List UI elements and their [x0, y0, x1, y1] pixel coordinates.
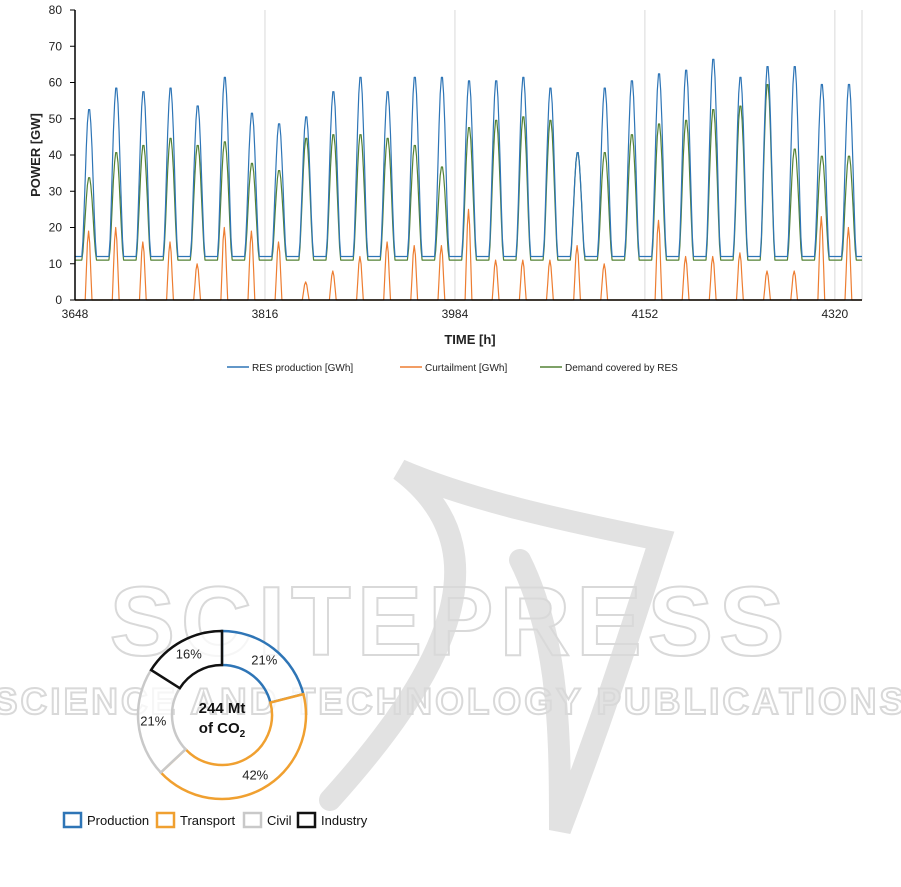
x-tick-labels: 3648 3816 3984 4152 4320: [62, 307, 849, 321]
donut-chart: 21% 42% 21% 16% 244 Mt of CO2 Production Tra…: [62, 629, 368, 829]
donut-value-label: 16%: [176, 647, 202, 662]
series-line-0: [75, 58, 862, 258]
donut-center-label-main: of CO: [199, 720, 240, 737]
x-axis-label: TIME [h]: [444, 332, 495, 347]
y-tick-labels: 0 10 20 30 40 50 60 70 80: [49, 3, 75, 307]
y-axis-label: POWER [GW]: [28, 113, 43, 197]
y-tick-label: 30: [49, 184, 63, 198]
y-tick-label: 20: [49, 221, 63, 235]
legend-swatch: [155, 811, 176, 829]
donut-center-label-bottom: of CO2: [199, 720, 246, 740]
legend-label: Industry: [321, 813, 368, 828]
donut-slice-transport: [158, 692, 308, 801]
line-chart: 0 10 20 30 40 50 60 70 80 3648 3816 3984 4152 4320 T…: [28, 3, 863, 374]
watermark-sub: SCIENCE AND TECHNOLOGY PUBLICATIONS: [0, 681, 901, 722]
donut-legend: Production Transport Civil Industry: [62, 811, 368, 829]
donut-value-label: 42%: [242, 767, 268, 782]
y-tick-label: 40: [49, 148, 63, 162]
x-tick-label: 3984: [442, 307, 469, 321]
legend-swatch: [242, 811, 263, 829]
legend-label: Curtailment [GWh]: [425, 363, 507, 374]
watermark-swoosh: [319, 459, 675, 834]
donut-value-label: 21%: [140, 713, 166, 728]
series-line-2: [75, 83, 862, 261]
donut-center-label-subscript: 2: [240, 729, 246, 740]
y-tick-label: 50: [49, 112, 63, 126]
legend-swatch: [296, 811, 317, 829]
y-tick-label: 60: [49, 76, 63, 90]
x-tick-label: 4152: [632, 307, 659, 321]
donut-slice-industry: [149, 629, 224, 690]
legend-label: Production: [87, 813, 149, 828]
y-tick-label: 70: [49, 39, 63, 53]
legend-label: Demand covered by RES: [565, 363, 678, 374]
y-tick-label: 80: [49, 3, 63, 17]
legend-label: Civil: [267, 813, 292, 828]
legend-swatch: [62, 811, 83, 829]
line-legend: RES production [GWh] Curtailment [GWh] Dem…: [227, 363, 678, 374]
y-tick-label: 10: [49, 257, 63, 271]
legend-label: Transport: [180, 813, 236, 828]
donut-value-label: 21%: [251, 652, 277, 667]
donut-slices: [136, 629, 308, 801]
x-tick-label: 3648: [62, 307, 89, 321]
legend-label: RES production [GWh]: [252, 363, 353, 374]
x-tick-label: 4320: [822, 307, 849, 321]
watermark: SCITEPRESS SCIENCE AND TECHNOLOGY PUBLIC…: [0, 459, 901, 834]
donut-value-labels: 21% 42% 21% 16%: [140, 647, 277, 783]
series-group: [75, 58, 862, 301]
y-tick-label: 0: [55, 293, 62, 307]
donut-center-label-top: 244 Mt: [199, 700, 246, 717]
x-tick-label: 3816: [252, 307, 279, 321]
